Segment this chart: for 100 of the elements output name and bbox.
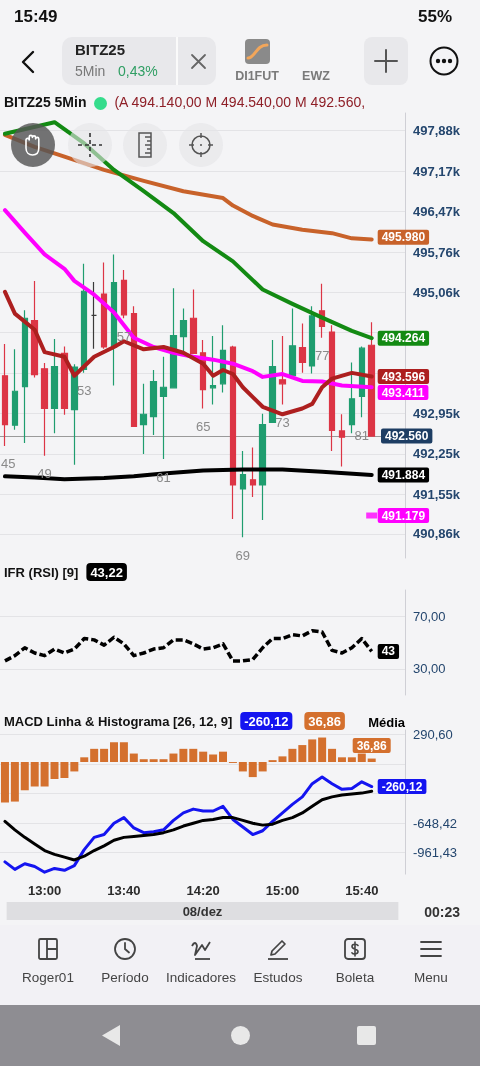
bar	[199, 751, 208, 763]
bar	[90, 748, 99, 763]
candlestick	[159, 356, 168, 460]
data-label: 494.264	[381, 331, 426, 346]
y-tick-label: 497,17k	[413, 163, 461, 179]
bar	[189, 748, 198, 763]
bar	[209, 754, 218, 763]
line-series	[3, 789, 374, 862]
candlestick	[21, 309, 29, 444]
y-tick-label: 30,00	[413, 661, 446, 677]
candlestick	[328, 324, 336, 452]
x-tick-label: 13:00	[27, 883, 62, 899]
annotation: 69	[235, 547, 251, 563]
y-tick-label: 495,76k	[413, 244, 461, 260]
data-label: 495.980	[381, 230, 426, 245]
text: 5Min	[75, 63, 106, 80]
text: 00:23	[424, 904, 461, 920]
annotation: 65	[195, 419, 211, 435]
candlestick	[50, 338, 59, 434]
bar	[298, 745, 307, 763]
x-tick-label: 15:00	[265, 883, 300, 899]
candlestick	[367, 321, 376, 437]
y-tick-label: 70,00	[413, 608, 446, 624]
y-tick-label: 290,60	[413, 727, 453, 743]
annotation: 77	[314, 348, 330, 364]
data-label: 491.884	[381, 467, 426, 482]
x-axis-title: 08/dez	[182, 904, 223, 919]
line-series	[2, 289, 374, 417]
bar	[80, 757, 89, 763]
chart-subtitle: (A 494.140,00 M 494.540,00 M 492.560,	[114, 94, 366, 110]
candlestick	[11, 348, 19, 431]
line-series	[2, 467, 374, 482]
bar	[70, 762, 79, 772]
bar	[0, 762, 9, 803]
text: -260,12	[244, 714, 289, 729]
bar	[328, 748, 337, 763]
y-tick-label: 490,86k	[413, 526, 461, 542]
candlestick	[239, 450, 247, 538]
data-label: -260,12	[381, 779, 423, 794]
candlestick	[80, 263, 88, 374]
text: Período	[101, 970, 149, 986]
y-tick-label: 492,95k	[413, 406, 461, 422]
candlestick	[249, 447, 257, 498]
bar	[347, 757, 356, 763]
candlestick	[308, 305, 316, 375]
text: 36,86	[308, 714, 341, 729]
candlestick	[229, 345, 237, 520]
bar	[179, 748, 188, 763]
candlestick	[179, 307, 188, 353]
candlestick	[189, 288, 198, 354]
data-label: 36,86	[356, 738, 388, 753]
bar	[258, 762, 267, 772]
text: 55%	[417, 7, 452, 27]
candlestick	[258, 413, 267, 521]
candlestick	[298, 322, 307, 374]
annotation: 45	[1, 456, 16, 472]
bar	[10, 762, 19, 802]
text: EWZ	[302, 69, 330, 84]
candlestick	[1, 343, 9, 447]
candlestick	[278, 335, 287, 406]
bar	[288, 748, 297, 763]
candlestick	[338, 413, 346, 468]
y-tick-label: 495,06k	[413, 284, 461, 300]
annotation: 57	[116, 328, 132, 344]
candlestick	[139, 383, 148, 455]
chart-title: IFR (RSI) [9]	[4, 565, 79, 580]
line-series	[2, 120, 374, 341]
candlestick	[100, 261, 108, 350]
bar	[219, 751, 228, 763]
bar	[30, 762, 39, 787]
candlestick	[149, 369, 158, 436]
line-series	[3, 775, 374, 874]
y-tick-label: 496,47k	[413, 203, 461, 219]
candlestick	[288, 307, 297, 377]
annotation: 73	[275, 414, 290, 430]
data-label: 43	[381, 644, 396, 659]
text: Média	[368, 714, 406, 730]
bar	[109, 742, 118, 763]
bar	[129, 753, 138, 763]
data-label: 491.179	[381, 508, 426, 523]
x-tick-label: 14:20	[186, 883, 220, 899]
y-tick-label: 491,55k	[413, 486, 461, 502]
candlestick	[40, 362, 49, 457]
y-tick-label: -648,42	[413, 815, 458, 831]
bar	[100, 748, 109, 763]
text: 15:49	[14, 7, 58, 27]
bar	[308, 739, 317, 763]
bar	[248, 762, 257, 778]
bar	[20, 762, 29, 791]
bar	[337, 757, 346, 763]
bar	[318, 737, 327, 763]
text: Indicadores	[166, 970, 236, 986]
line-series	[3, 628, 374, 663]
bar	[149, 759, 158, 763]
candlestick	[90, 281, 98, 350]
text: Boleta	[335, 970, 375, 986]
text: Roger01	[22, 970, 74, 986]
bar	[119, 742, 128, 763]
data-label: 493.411	[381, 385, 425, 400]
bar	[40, 762, 49, 787]
